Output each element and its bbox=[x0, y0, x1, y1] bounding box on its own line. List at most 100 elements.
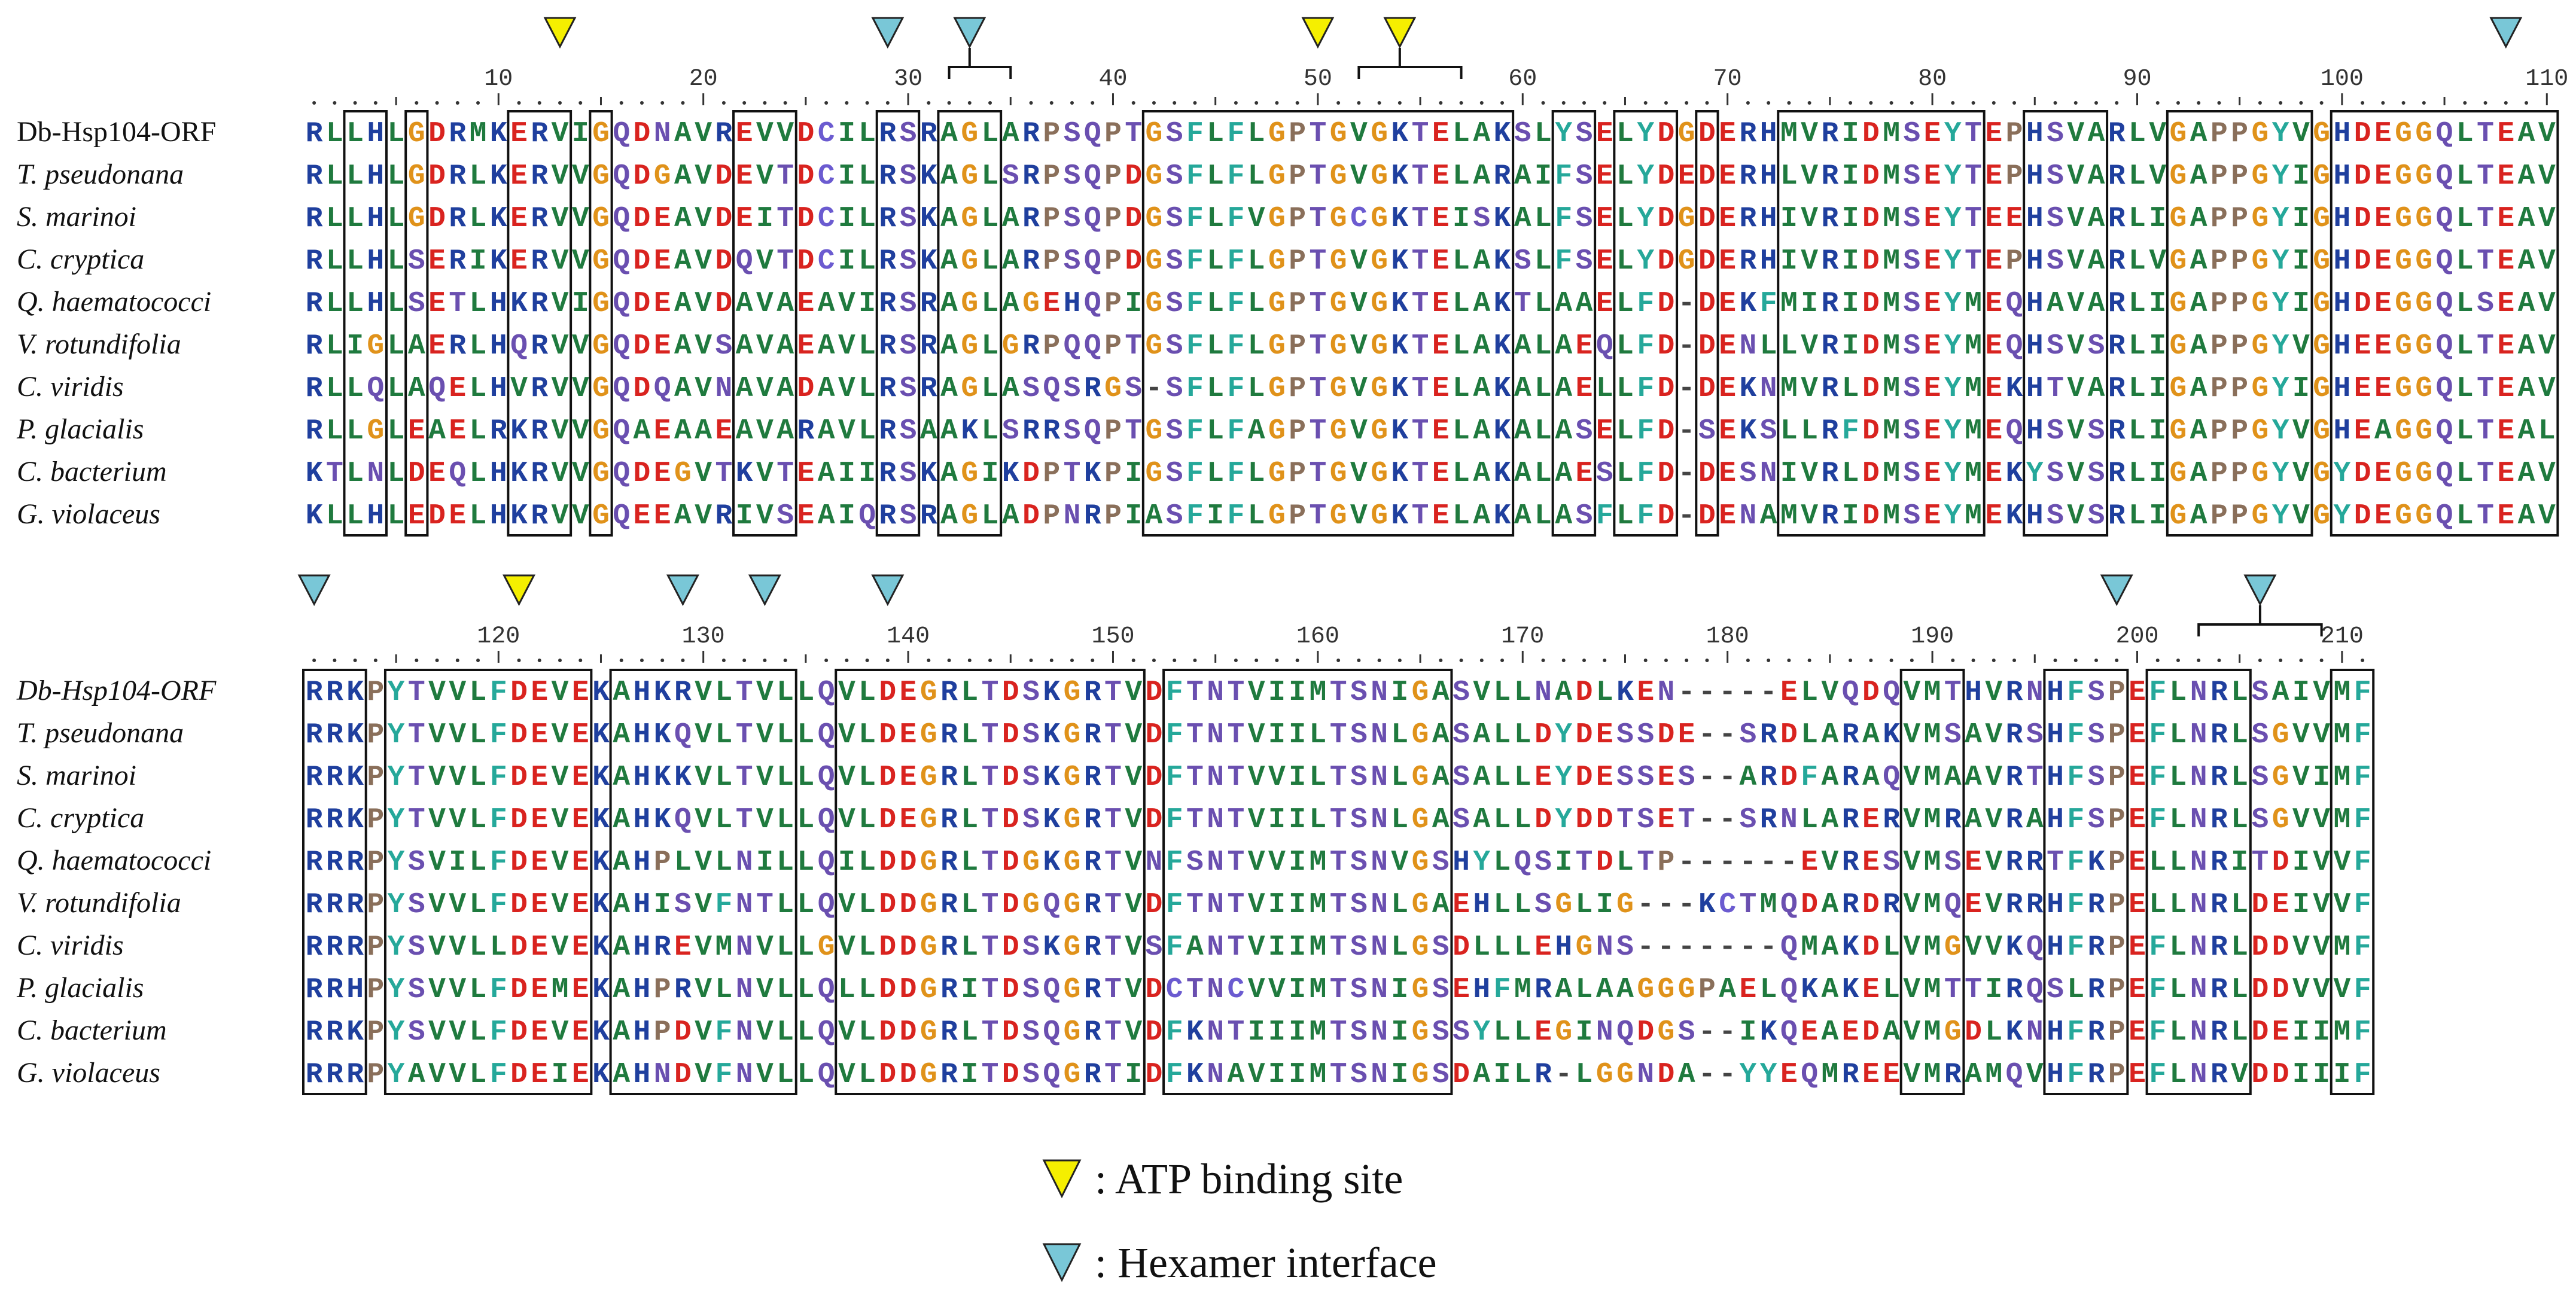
residue: R bbox=[940, 677, 958, 709]
ruler-label: 10 bbox=[484, 66, 513, 93]
residue: G bbox=[1064, 931, 1081, 964]
residue: L bbox=[2538, 415, 2556, 447]
residue: R bbox=[1022, 330, 1040, 362]
residue: E bbox=[1043, 288, 1060, 320]
residue: A bbox=[1678, 1059, 1695, 1091]
species-label: T. pseudonana bbox=[17, 159, 184, 190]
residue: - bbox=[1760, 846, 1777, 879]
residue: V bbox=[1248, 719, 1265, 751]
residue: T bbox=[1104, 719, 1122, 751]
ruler-label: 170 bbox=[1501, 623, 1544, 650]
residue: H bbox=[634, 846, 651, 879]
residue: R bbox=[940, 931, 958, 964]
residue: T bbox=[2477, 330, 2494, 362]
residue: F bbox=[1228, 330, 1245, 362]
residue: V bbox=[2292, 804, 2310, 836]
residue: V bbox=[2067, 245, 2084, 278]
residue: L bbox=[982, 415, 999, 447]
residue: S bbox=[1350, 677, 1368, 709]
residue: A bbox=[674, 245, 692, 278]
residue: D bbox=[1453, 1059, 1470, 1091]
residue: G bbox=[2415, 373, 2432, 405]
residue: - bbox=[1719, 1016, 1736, 1049]
residue: Q bbox=[1084, 203, 1101, 235]
residue: A bbox=[613, 846, 630, 879]
residue: L bbox=[1207, 288, 1224, 320]
residue: G bbox=[592, 288, 610, 320]
residue: A bbox=[736, 330, 753, 362]
residue: G bbox=[1412, 846, 1429, 879]
residue: V bbox=[695, 500, 712, 532]
residue: V bbox=[1473, 677, 1490, 709]
residue: K bbox=[2006, 458, 2023, 490]
residue: L bbox=[388, 500, 405, 532]
residue: F bbox=[2067, 719, 2084, 751]
residue: K bbox=[1842, 974, 1859, 1006]
species-label: Q. haematococci bbox=[17, 845, 211, 876]
residue: D bbox=[1658, 160, 1675, 193]
residue: K bbox=[1883, 719, 1900, 751]
residue: G bbox=[2395, 458, 2412, 490]
residue: V bbox=[449, 931, 466, 964]
atp-binding-marker bbox=[503, 574, 535, 607]
residue: A bbox=[2518, 288, 2535, 320]
ruler-dot bbox=[537, 101, 541, 105]
residue: M bbox=[1780, 373, 1798, 405]
residue: G bbox=[1371, 160, 1388, 193]
residue: K bbox=[346, 719, 364, 751]
residue: L bbox=[858, 330, 876, 362]
residue: G bbox=[2252, 160, 2269, 193]
residue: V bbox=[2333, 889, 2350, 921]
residue: E bbox=[1719, 330, 1736, 362]
residue: K bbox=[1494, 203, 1511, 235]
residue: L bbox=[858, 203, 876, 235]
residue: V bbox=[1985, 889, 2002, 921]
residue: F bbox=[2067, 889, 2084, 921]
residue: G bbox=[1330, 288, 1347, 320]
residue: S bbox=[1903, 458, 1920, 490]
residue: A bbox=[940, 458, 958, 490]
residue: R bbox=[1534, 1059, 1552, 1091]
residue: E bbox=[449, 373, 466, 405]
residue: D bbox=[1862, 1016, 1880, 1049]
residue: A bbox=[1514, 203, 1531, 235]
residue: L bbox=[982, 245, 999, 278]
residue: Q bbox=[818, 677, 835, 709]
ruler-dot bbox=[2217, 659, 2221, 662]
residue: D bbox=[1146, 1059, 1163, 1091]
residue: S bbox=[2088, 458, 2105, 490]
residue: H bbox=[1760, 118, 1777, 150]
residue: Q bbox=[1084, 415, 1101, 447]
residue: V bbox=[428, 1016, 446, 1049]
residue: I bbox=[1391, 1016, 1408, 1049]
residue: V bbox=[552, 889, 569, 921]
residue: R bbox=[306, 330, 323, 362]
ruler-dot bbox=[1070, 101, 1074, 105]
residue: G bbox=[2252, 373, 2269, 405]
residue: L bbox=[797, 846, 814, 879]
residue: Q bbox=[1780, 974, 1798, 1006]
residue: D bbox=[797, 373, 814, 405]
residue: S bbox=[1022, 761, 1040, 794]
residue: N bbox=[2190, 931, 2207, 964]
residue: G bbox=[1064, 889, 1081, 921]
residue: L bbox=[1883, 931, 1900, 964]
residue: K bbox=[510, 415, 528, 447]
conserved-block bbox=[1141, 110, 1515, 537]
residue: E bbox=[2129, 1059, 2146, 1091]
residue: S bbox=[1514, 118, 1531, 150]
residue: A bbox=[818, 288, 835, 320]
residue: P bbox=[1104, 500, 1122, 532]
residue: S bbox=[1616, 761, 1634, 794]
ruler-dot bbox=[578, 101, 583, 105]
residue: Q bbox=[1780, 889, 1798, 921]
residue: H bbox=[490, 288, 507, 320]
residue: F bbox=[490, 804, 507, 836]
residue: R bbox=[346, 889, 364, 921]
residue: I bbox=[2292, 846, 2310, 879]
residue: L bbox=[858, 719, 876, 751]
residue: G bbox=[2170, 373, 2187, 405]
residue: A bbox=[1432, 719, 1450, 751]
residue: P bbox=[1104, 160, 1122, 193]
